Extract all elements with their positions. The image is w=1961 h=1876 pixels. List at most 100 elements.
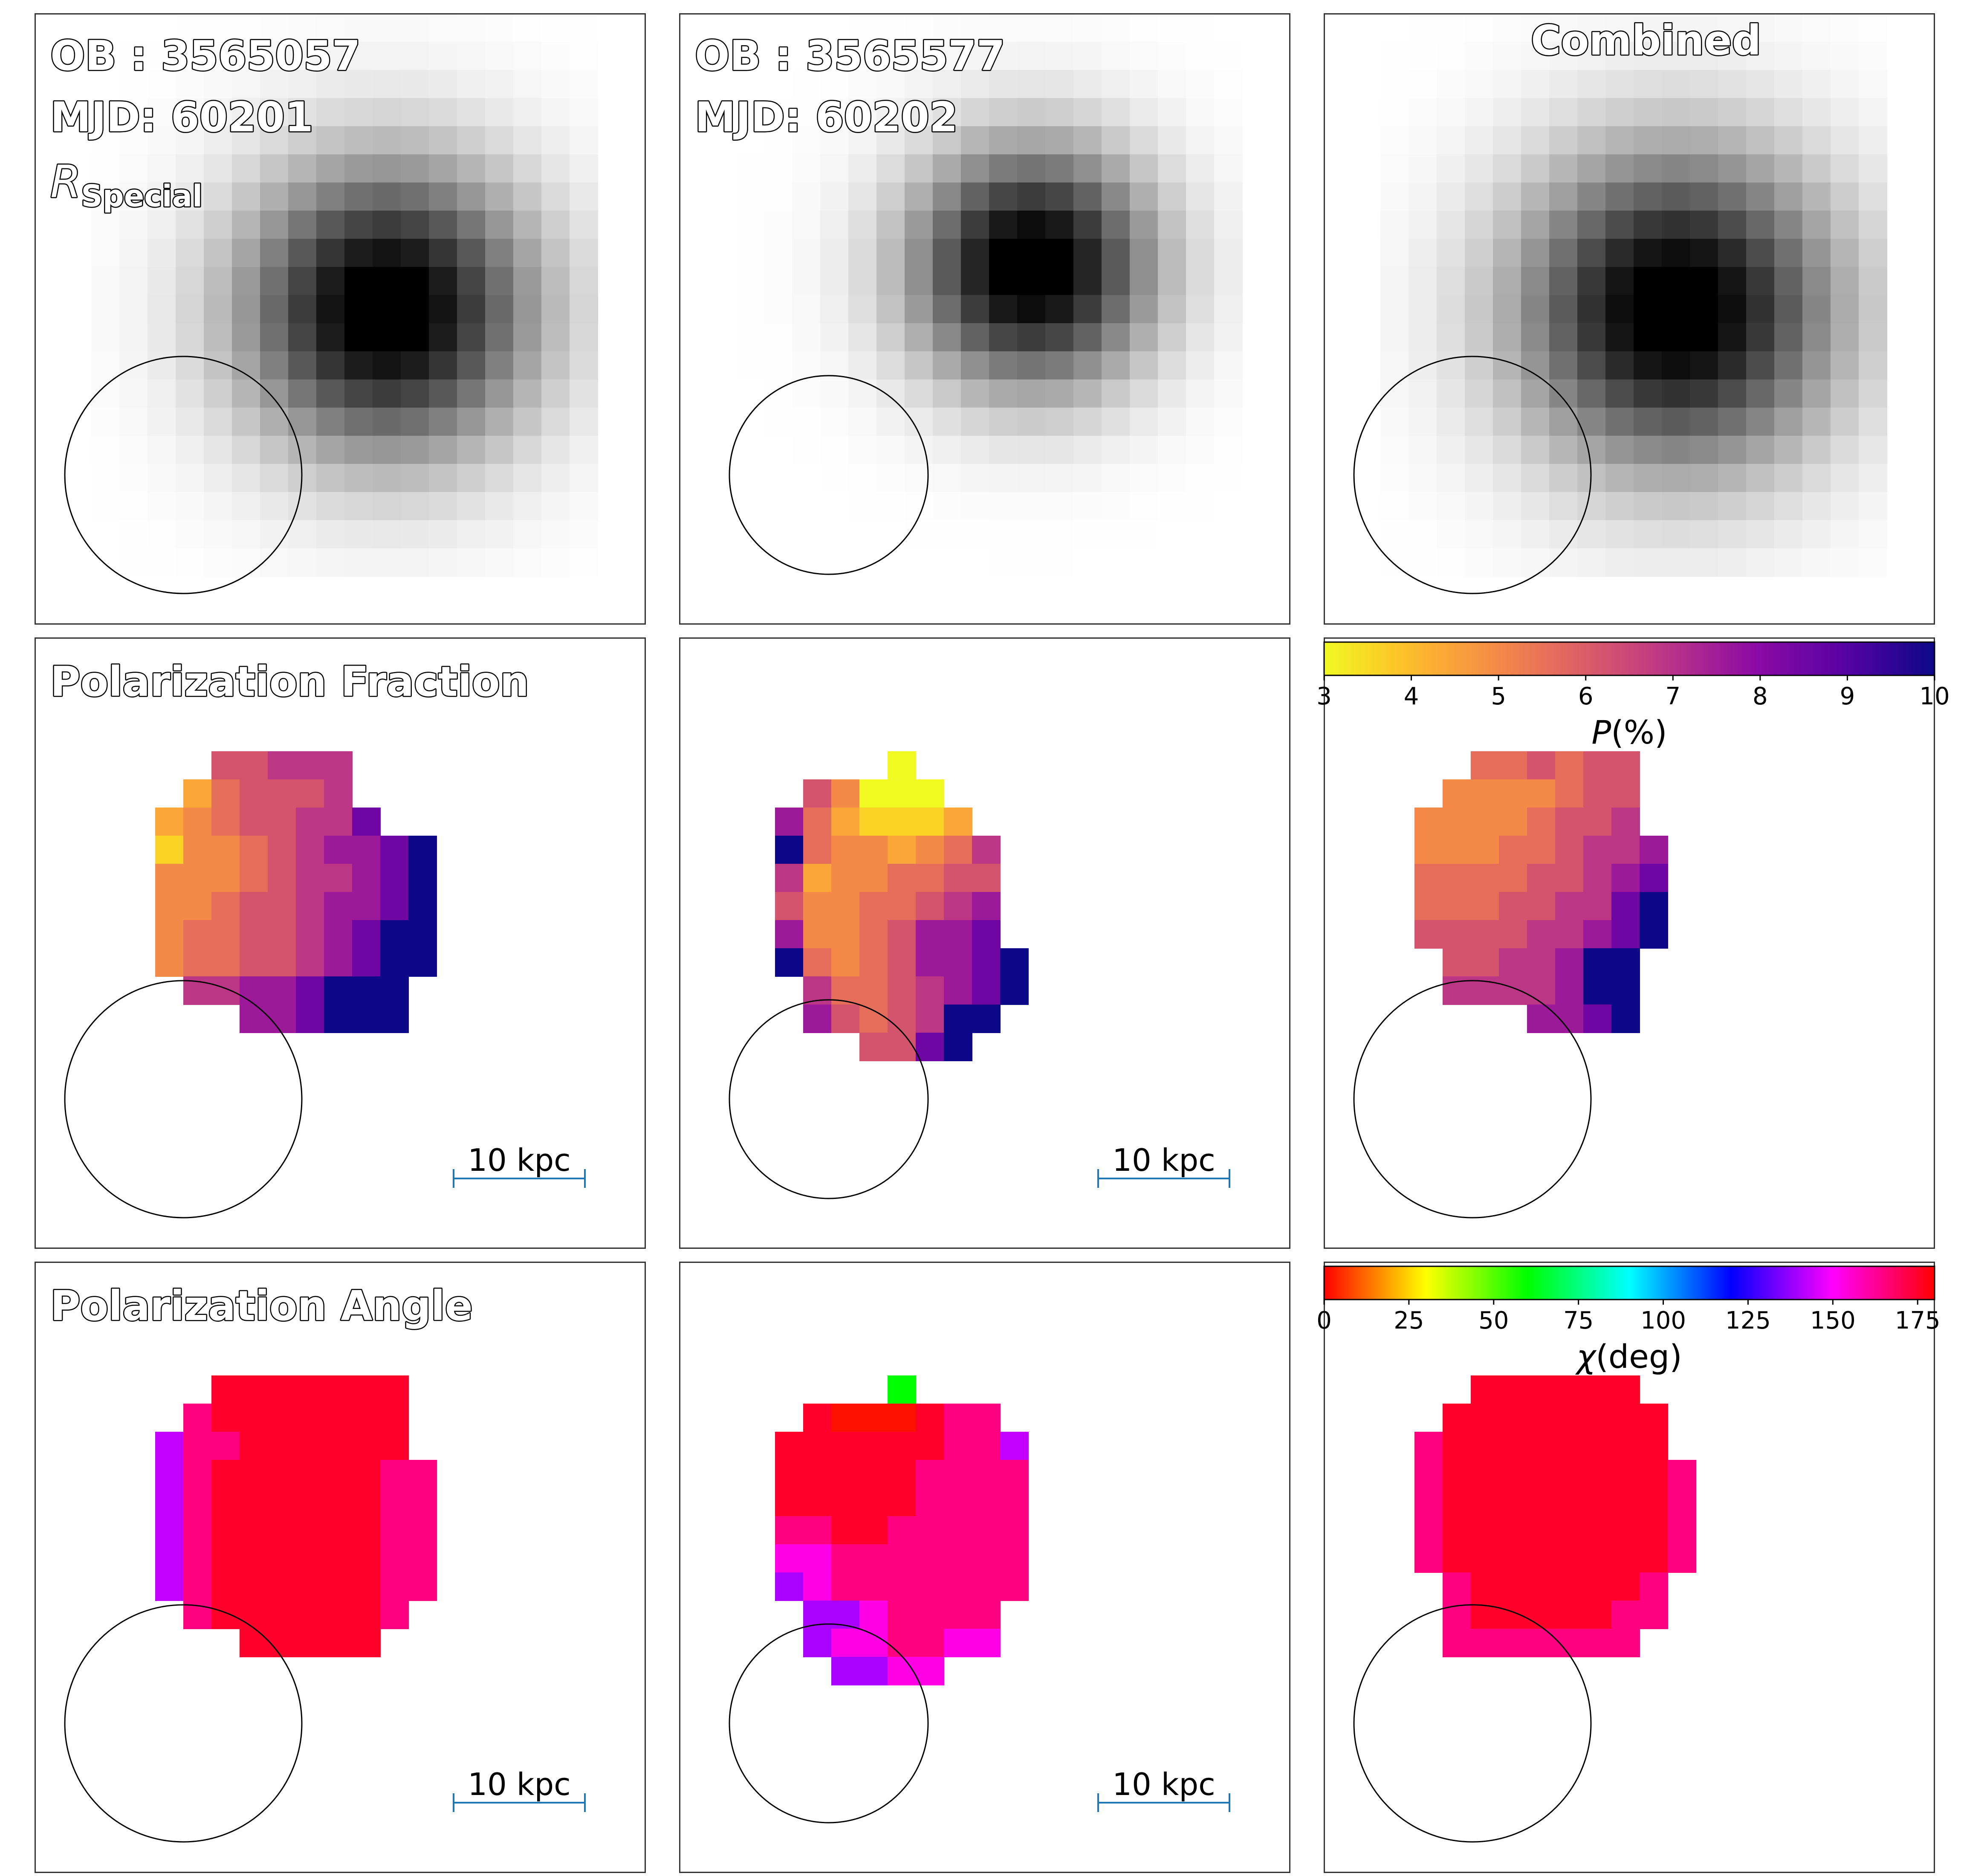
intensity-pixel: [1746, 323, 1775, 352]
intensity-pixel: [570, 70, 598, 98]
intensity-pixel: [1130, 408, 1158, 436]
intensity-pixel: [1214, 211, 1243, 239]
intensity-pixel: [876, 211, 905, 239]
intensity-pixel: [541, 126, 570, 155]
intensity-pixel: [91, 379, 120, 408]
intensity-pixel: [1802, 464, 1831, 492]
intensity-pixel: [1380, 436, 1409, 464]
intensity-pixel: [1549, 379, 1578, 408]
ob-label: OB : 3565057: [50, 32, 361, 80]
angle-pixel: [268, 1488, 296, 1517]
panel-fraction-3-frame: [1324, 637, 1935, 1249]
intensity-pixel: [204, 408, 232, 436]
intensity-pixel: [373, 70, 401, 98]
intensity-pixel: [457, 492, 486, 521]
angle-pixel: [972, 1404, 1001, 1432]
intensity-pixel: [401, 14, 429, 42]
intensity-pixel: [1634, 323, 1662, 352]
intensity-pixel: [373, 379, 401, 408]
intensity-pixel: [373, 323, 401, 352]
intensity-pixel: [570, 126, 598, 155]
angle-pixel: [183, 1516, 212, 1545]
fraction-pixel: [1611, 1005, 1640, 1033]
intensity-pixel: [1409, 42, 1437, 70]
intensity-pixel: [1802, 408, 1831, 436]
intensity-pixel: [316, 295, 345, 324]
intensity-pixel: [1634, 548, 1662, 577]
intensity-pixel: [1130, 42, 1158, 70]
intensity-pixel: [1774, 126, 1803, 155]
intensity-pixel: [1493, 126, 1521, 155]
angle-pixel: [1527, 1375, 1556, 1404]
intensity-pixel: [344, 126, 373, 155]
intensity-pixel: [1437, 464, 1465, 492]
intensity-pixel: [989, 408, 1018, 436]
intensity-pixel: [1634, 211, 1662, 239]
angle-pixel: [831, 1629, 860, 1657]
fraction-pixel: [944, 864, 972, 892]
angle-pixel: [916, 1516, 944, 1545]
intensity-pixel: [764, 267, 792, 295]
intensity-pixel: [820, 295, 849, 324]
intensity-pixel: [1493, 464, 1521, 492]
intensity-pixel: [485, 548, 514, 577]
colorbar-tick-label: 50: [1478, 1307, 1509, 1335]
intensity-pixel: [848, 379, 877, 408]
intensity-pixel: [1214, 379, 1243, 408]
intensity-pixel: [260, 379, 289, 408]
intensity-pixel: [457, 295, 486, 324]
angle-pixel: [296, 1375, 324, 1404]
intensity-pixel: [373, 436, 401, 464]
intensity-pixel: [1437, 14, 1465, 42]
angle-pixel: [352, 1404, 381, 1432]
intensity-pixel: [1746, 211, 1775, 239]
intensity-pixel: [848, 295, 877, 324]
intensity-pixel: [1718, 436, 1747, 464]
intensity-pixel: [1774, 379, 1803, 408]
intensity-pixel: [1045, 182, 1074, 211]
intensity-pixel: [1158, 492, 1186, 521]
intensity-pixel: [876, 14, 905, 42]
angle-pixel: [944, 1601, 972, 1629]
intensity-pixel: [541, 351, 570, 380]
intensity-pixel: [91, 154, 120, 183]
intensity-pixel: [1465, 548, 1493, 577]
intensity-pixel: [1746, 548, 1775, 577]
fraction-pixel: [240, 920, 268, 949]
intensity-pixel: [1634, 42, 1662, 70]
fraction-pixel: [155, 920, 184, 949]
intensity-pixel: [513, 520, 542, 549]
intensity-pixel: [1690, 239, 1718, 267]
intensity-pixel: [1102, 323, 1130, 352]
intensity-pixel: [1802, 42, 1831, 70]
angle-pixel: [916, 1460, 944, 1488]
angle-pixel: [296, 1432, 324, 1460]
angle-pixel: [1499, 1629, 1527, 1657]
intensity-pixel: [1380, 126, 1409, 155]
intensity-pixel: [1465, 436, 1493, 464]
angle-pixel: [183, 1432, 212, 1460]
fraction-pixel: [916, 976, 944, 1005]
intensity-pixel: [485, 239, 514, 267]
intensity-pixel: [288, 126, 317, 155]
intensity-pixel: [1214, 323, 1243, 352]
intensity-pixel: [176, 351, 204, 380]
intensity-pixel: [933, 98, 961, 127]
intensity-pixel: [1158, 295, 1186, 324]
intensity-pixel: [1158, 379, 1186, 408]
angle-pixel: [803, 1404, 832, 1432]
angle-pixel: [268, 1629, 296, 1657]
intensity-pixel: [344, 154, 373, 183]
intensity-pixel: [736, 408, 764, 436]
intensity-pixel: [119, 323, 148, 352]
intensity-pixel: [1634, 379, 1662, 408]
fraction-pixel: [296, 892, 324, 921]
intensity-pixel: [1549, 520, 1578, 549]
intensity-pixel: [989, 126, 1018, 155]
angle-pixel: [1414, 1516, 1443, 1545]
angle-pixel: [380, 1460, 409, 1488]
intensity-pixel: [1158, 211, 1186, 239]
angle-pixel: [1471, 1544, 1499, 1573]
intensity-pixel: [1437, 379, 1465, 408]
